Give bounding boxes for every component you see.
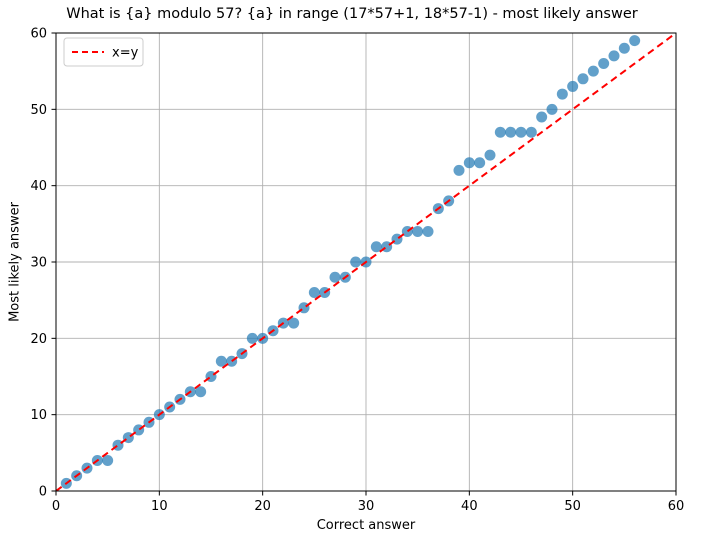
scatter-point bbox=[215, 355, 227, 367]
scatter-point bbox=[505, 126, 517, 138]
x-tick-label: 10 bbox=[151, 499, 168, 514]
scatter-point bbox=[308, 287, 320, 299]
x-tick-label: 30 bbox=[358, 499, 375, 514]
identity-line bbox=[56, 33, 676, 491]
y-tick-label: 60 bbox=[30, 27, 47, 42]
scatter-point bbox=[102, 454, 114, 466]
y-tick-label: 20 bbox=[30, 332, 47, 347]
legend-label: x=y bbox=[112, 46, 139, 61]
y-tick-label: 50 bbox=[30, 103, 47, 118]
y-tick-label: 30 bbox=[30, 256, 47, 271]
scatter-point bbox=[246, 332, 258, 344]
scatter-point bbox=[556, 88, 568, 100]
scatter-point bbox=[577, 73, 589, 85]
scatter-point bbox=[608, 50, 620, 62]
x-tick-label: 20 bbox=[254, 499, 271, 514]
scatter-point bbox=[629, 35, 641, 47]
x-axis-label: Correct answer bbox=[316, 518, 416, 533]
scatter-point bbox=[288, 317, 300, 329]
x-tick-label: 60 bbox=[668, 499, 685, 514]
scatter-point bbox=[515, 126, 527, 138]
y-tick-label: 10 bbox=[30, 408, 47, 423]
x-tick-label: 0 bbox=[52, 499, 60, 514]
scatter-point bbox=[598, 58, 610, 70]
y-tick-label: 40 bbox=[30, 179, 47, 194]
scatter-point bbox=[195, 386, 207, 398]
y-tick-label: 0 bbox=[39, 485, 47, 500]
y-axis-label: Most likely answer bbox=[7, 202, 23, 322]
scatter-point bbox=[474, 157, 486, 169]
scatter-point bbox=[587, 65, 599, 77]
scatter-point bbox=[525, 126, 537, 138]
scatter-point bbox=[494, 126, 506, 138]
x-tick-label: 40 bbox=[461, 499, 478, 514]
scatter-point bbox=[350, 256, 362, 268]
chart-title: What is {a} modulo 57? {a} in range (17*… bbox=[66, 6, 638, 22]
scatter-point bbox=[546, 103, 558, 115]
scatter-point bbox=[618, 42, 630, 54]
scatter-point bbox=[370, 241, 382, 253]
scatter-point bbox=[567, 80, 579, 92]
scatter-point bbox=[329, 271, 341, 283]
scatter-point bbox=[463, 157, 475, 169]
x-tick-label: 50 bbox=[564, 499, 581, 514]
scatter-point bbox=[412, 225, 424, 237]
scatter-point bbox=[484, 149, 496, 161]
scatter-point bbox=[536, 111, 548, 123]
scatter-point bbox=[453, 164, 465, 176]
scatter-point bbox=[422, 225, 434, 237]
